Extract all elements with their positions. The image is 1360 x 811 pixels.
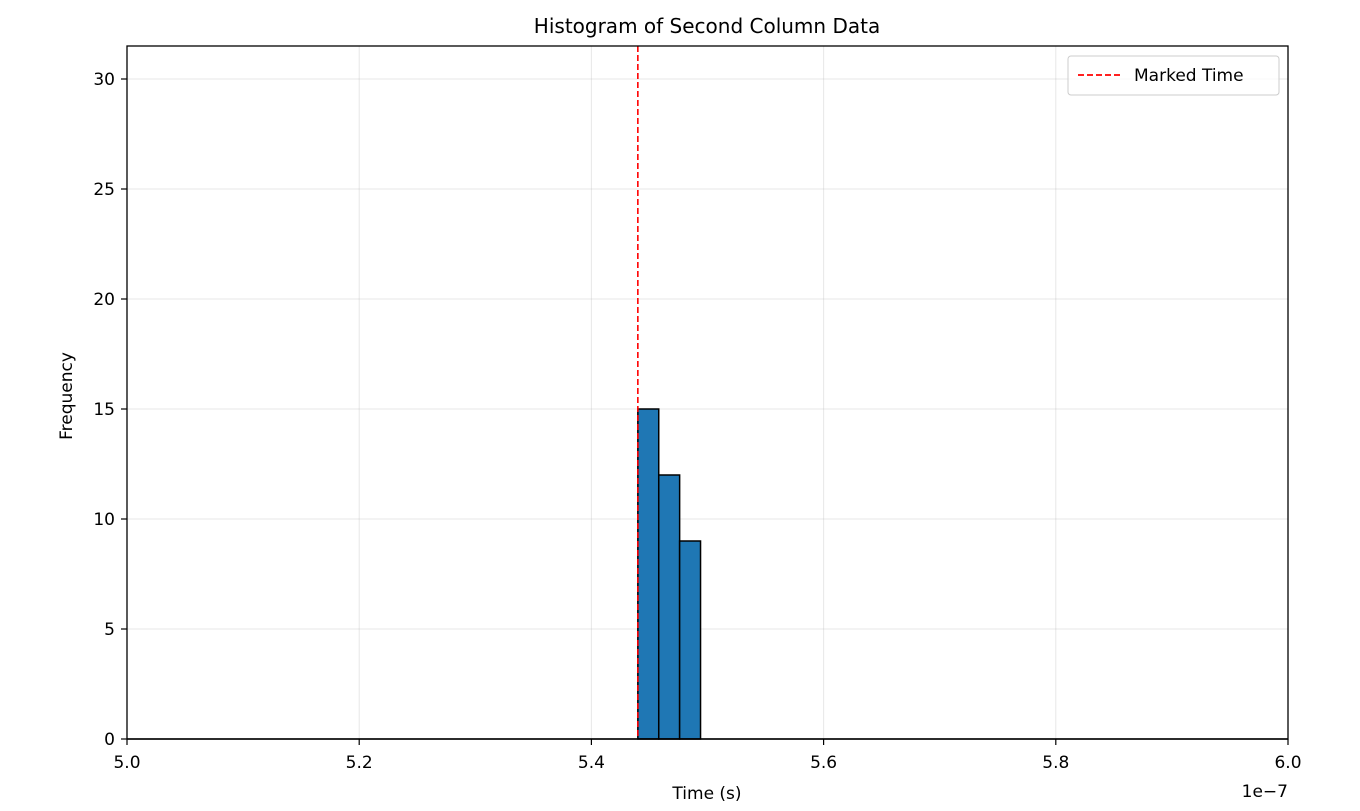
histogram-bar	[657, 474, 681, 740]
y-axis-ticks: 0 5 10 15 20 25 30	[93, 70, 127, 750]
plot-frame	[126, 45, 1289, 740]
x-tick-label: 5.4	[578, 753, 605, 773]
grid-lines	[126, 46, 1289, 740]
histogram-bars	[127, 408, 1288, 740]
y-tick-label: 15	[93, 400, 115, 420]
legend-box	[1067, 55, 1280, 96]
y-tick-label: 10	[93, 510, 115, 530]
y-tick-label: 5	[104, 620, 115, 640]
x-tick-label: 5.2	[346, 753, 373, 773]
x-tick-label: 5.8	[1042, 753, 1069, 773]
x-tick-label: 5.0	[113, 753, 140, 773]
chart-title: Histogram of Second Column Data	[534, 14, 880, 38]
y-tick-label: 20	[93, 290, 115, 310]
x-axis-label: Time (s)	[671, 784, 741, 804]
x-tick-label: 6.0	[1274, 753, 1301, 773]
histogram-bar	[637, 408, 660, 740]
y-tick-label: 0	[104, 730, 115, 750]
x-axis-ticks: 5.0 5.2 5.4 5.6 5.8 6.0	[113, 739, 1302, 773]
y-axis-label: Frequency	[57, 352, 77, 440]
x-axis-offset-label: 1e−7	[1242, 782, 1288, 802]
x-tick-label: 5.6	[810, 753, 837, 773]
y-tick-label: 30	[93, 70, 115, 90]
legend-label-marked-time: Marked Time	[1134, 66, 1244, 86]
legend: Marked Time	[1067, 55, 1280, 96]
histogram-bar	[678, 540, 702, 740]
y-tick-label: 25	[93, 180, 115, 200]
